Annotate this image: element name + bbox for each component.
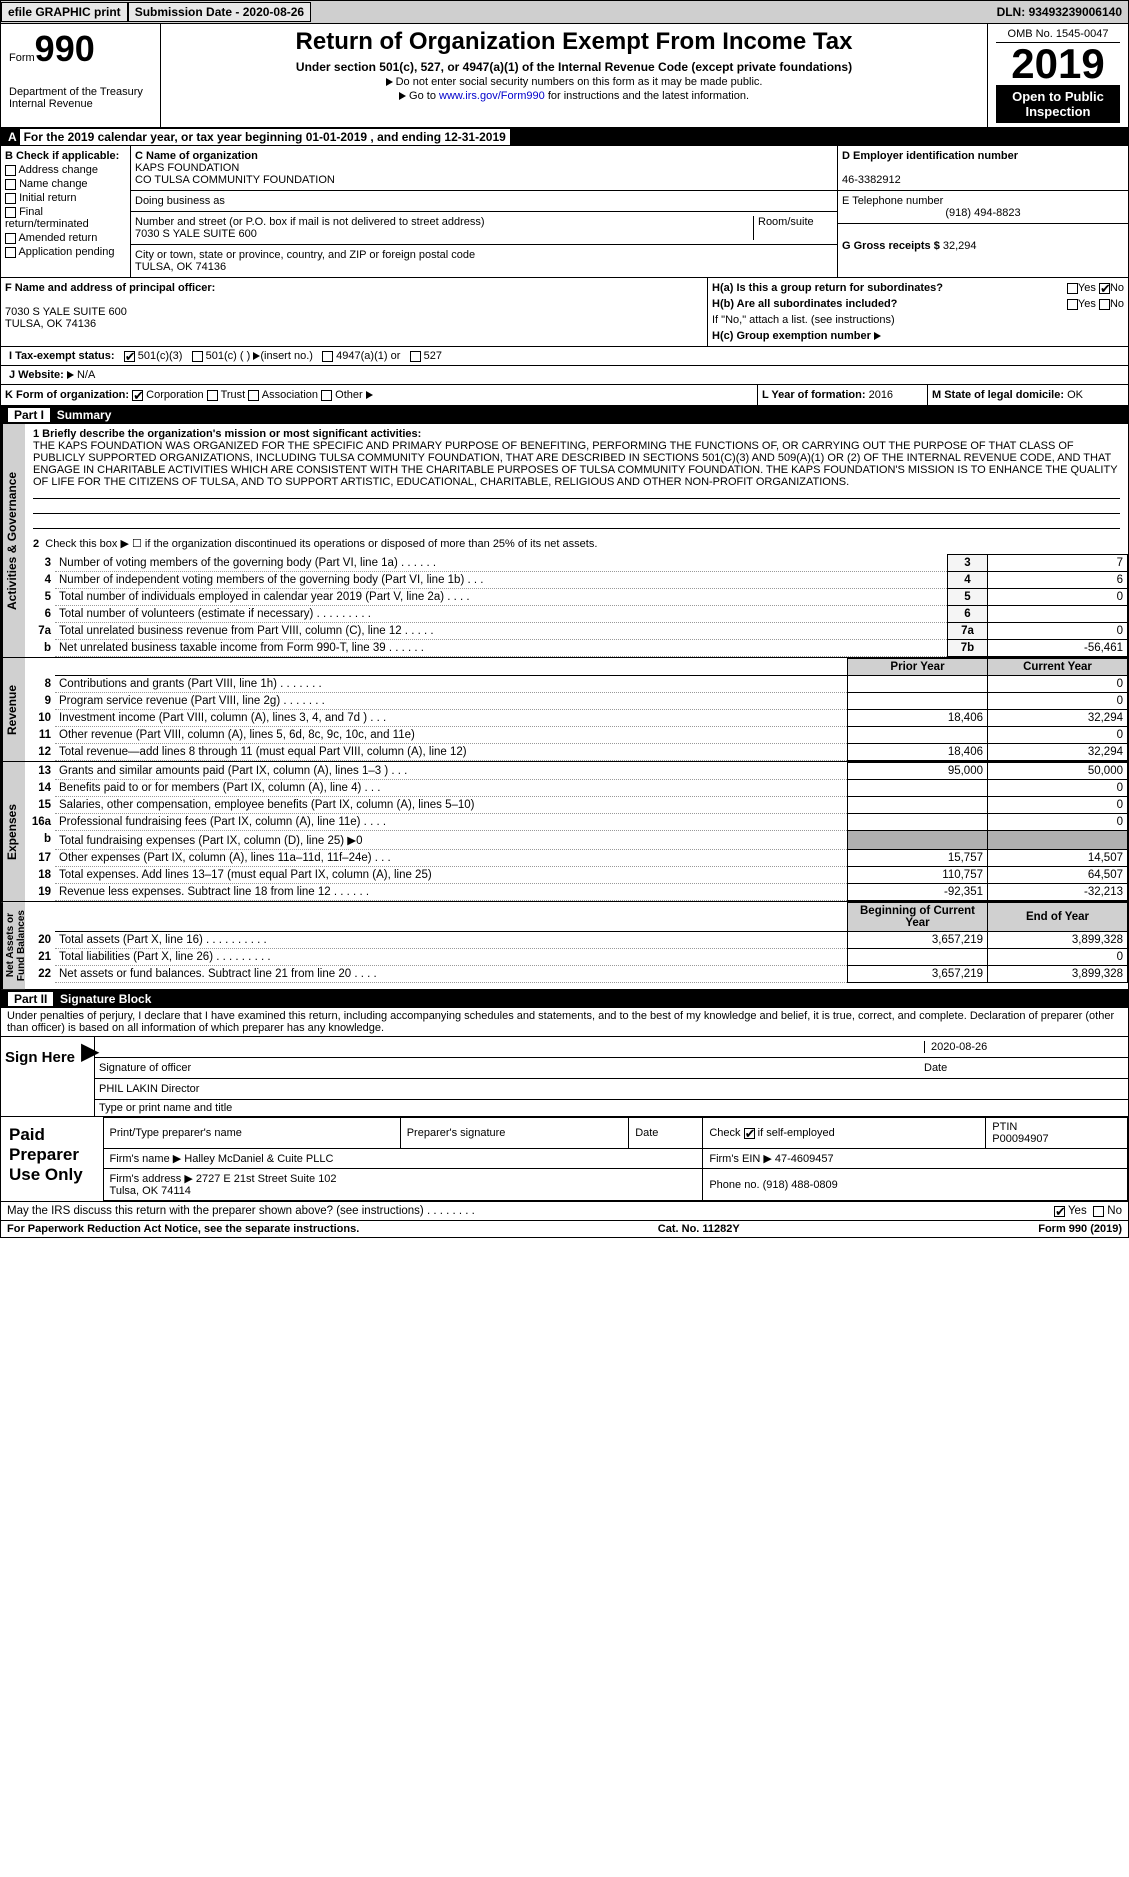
- K-L-M: K Form of organization: Corporation Trus…: [0, 385, 1129, 406]
- form-id-cell: Form990 Department of the Treasury Inter…: [1, 24, 161, 127]
- expenses-section: Expenses 13Grants and similar amounts pa…: [0, 762, 1129, 902]
- expenses-table: 13Grants and similar amounts paid (Part …: [25, 762, 1128, 901]
- netassets-label: Net Assets or Fund Balances: [1, 902, 25, 989]
- instructions-link[interactable]: www.irs.gov/Form990: [439, 90, 545, 102]
- revenue-section: Revenue Prior YearCurrent Year 8Contribu…: [0, 658, 1129, 762]
- footer: For Paperwork Reduction Act Notice, see …: [0, 1221, 1129, 1238]
- entity-block: B Check if applicable: Address change Na…: [0, 146, 1129, 278]
- form-header: Form990 Department of the Treasury Inter…: [0, 24, 1129, 128]
- governance-label: Activities & Governance: [1, 424, 25, 657]
- part2-header: Part II Signature Block: [0, 990, 1129, 1008]
- netassets-table: Beginning of Current YearEnd of Year 20T…: [25, 902, 1128, 983]
- netassets-section: Net Assets or Fund Balances Beginning of…: [0, 902, 1129, 990]
- dln: DLN: 93493239006140: [997, 5, 1128, 19]
- revenue-table: Prior YearCurrent Year 8Contributions an…: [25, 658, 1128, 761]
- submission-date: Submission Date - 2020-08-26: [128, 2, 311, 22]
- may-discuss: May the IRS discuss this return with the…: [0, 1202, 1129, 1221]
- governance-section: Activities & Governance 1 Briefly descri…: [0, 424, 1129, 658]
- tax-status-I: I Tax-exempt status: 501(c)(3) 501(c) ( …: [0, 347, 1129, 366]
- arrow-icon: [386, 78, 393, 86]
- paid-preparer: Paid Preparer Use Only Print/Type prepar…: [0, 1117, 1129, 1202]
- efile-print-button[interactable]: efile GRAPHIC print: [1, 2, 128, 22]
- expenses-label: Expenses: [1, 762, 25, 901]
- ein-phone-col: D Employer identification number46-33829…: [838, 146, 1128, 277]
- governance-table: 3Number of voting members of the governi…: [25, 554, 1128, 657]
- revenue-label: Revenue: [1, 658, 25, 761]
- perjury-text: Under penalties of perjury, I declare th…: [0, 1008, 1129, 1037]
- period-bar: A For the 2019 calendar year, or tax yea…: [0, 128, 1129, 146]
- name-address-C: C Name of organizationKAPS FOUNDATIONCO …: [131, 146, 838, 277]
- website-J: J Website: N/A: [0, 366, 1129, 385]
- checkboxes-B: B Check if applicable: Address change Na…: [1, 146, 131, 277]
- sign-here: Sign Here ▶ 2020-08-26 Signature of offi…: [0, 1037, 1129, 1117]
- year-cell: OMB No. 1545-0047 2019 Open to Public In…: [988, 24, 1128, 127]
- officer-H-block: F Name and address of principal officer:…: [0, 278, 1129, 347]
- title-cell: Return of Organization Exempt From Incom…: [161, 24, 988, 127]
- top-bar: efile GRAPHIC print Submission Date - 20…: [0, 0, 1129, 24]
- form-title: Return of Organization Exempt From Incom…: [169, 28, 979, 56]
- arrow-icon: [399, 92, 406, 100]
- part1-header: Part I Summary: [0, 406, 1129, 424]
